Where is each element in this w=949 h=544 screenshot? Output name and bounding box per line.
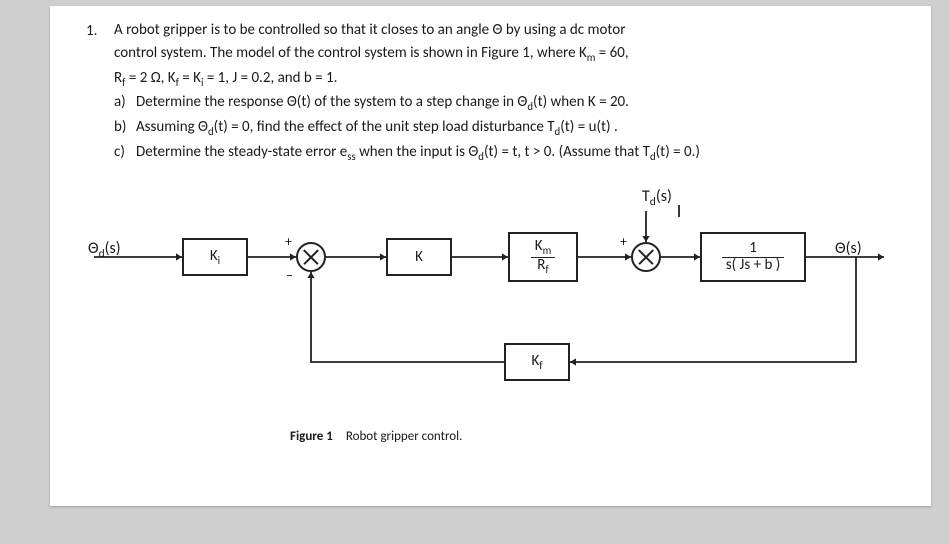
fraction-denominator: s( Js + b ): [722, 257, 785, 274]
disturbance-label: Td(s): [642, 187, 672, 209]
fraction: Km Rf: [531, 239, 555, 275]
subpart-text: Determine the steady-state error ess whe…: [136, 142, 700, 165]
question-body: A robot gripper is to be controlled so t…: [114, 20, 901, 165]
fraction-denominator: Rf: [531, 257, 555, 275]
block-diagram: Θd(s) Θ(s) Td(s) Ki K Km Rf 1 s( Js + b …: [86, 195, 886, 425]
subpart-label: c): [114, 142, 136, 165]
input-label: Θd(s): [88, 239, 121, 261]
fraction-numerator: Km: [531, 239, 555, 256]
subparts: a) Determine the response Θ(t) of the sy…: [114, 92, 901, 165]
subpart: a) Determine the response Θ(t) of the sy…: [114, 92, 901, 115]
block-k-label: K: [415, 248, 423, 266]
block-ki-label: Ki: [210, 247, 220, 267]
block-kf: Kf: [504, 343, 570, 381]
q-line: A robot gripper is to be controlled so t…: [114, 20, 901, 41]
sign-minus: −: [286, 267, 293, 284]
diagram-wires: [86, 195, 886, 425]
block-ki: Ki: [182, 238, 248, 276]
page: 1. A robot gripper is to be controlled s…: [50, 6, 931, 506]
summing-junction-2: [631, 242, 661, 272]
question-number: 1.: [86, 22, 97, 40]
block-k: K: [386, 238, 452, 276]
fraction: 1 s( Js + b ): [722, 241, 785, 274]
figure-caption-bold: Figure 1: [290, 429, 333, 444]
summing-junction-1: [296, 242, 326, 272]
subpart-label: b): [114, 117, 136, 140]
block-plant: 1 s( Js + b ): [700, 232, 806, 282]
block-kf-label: Kf: [531, 352, 542, 372]
subpart-text: Determine the response Θ(t) of the syste…: [136, 92, 629, 115]
fraction-numerator: 1: [722, 241, 785, 257]
figure-caption: Figure 1 Robot gripper control.: [290, 429, 901, 444]
subpart: c) Determine the steady-state error ess …: [114, 142, 901, 165]
q-line: control system. The model of the control…: [114, 43, 901, 66]
block-km-over-rf: Km Rf: [508, 232, 578, 282]
output-label: Θ(s): [835, 239, 862, 258]
figure-caption-text: Robot gripper control.: [346, 429, 463, 444]
q-line: Rf = 2 Ω, Kf = Ki = 1, J = 0.2, and b = …: [114, 68, 901, 91]
subpart-text: Assuming Θd(t) = 0, find the effect of t…: [136, 117, 618, 140]
subpart: b) Assuming Θd(t) = 0, find the effect o…: [114, 117, 901, 140]
sign-plus: +: [285, 233, 292, 250]
subpart-label: a): [114, 92, 136, 115]
sign-plus: +: [620, 233, 627, 250]
